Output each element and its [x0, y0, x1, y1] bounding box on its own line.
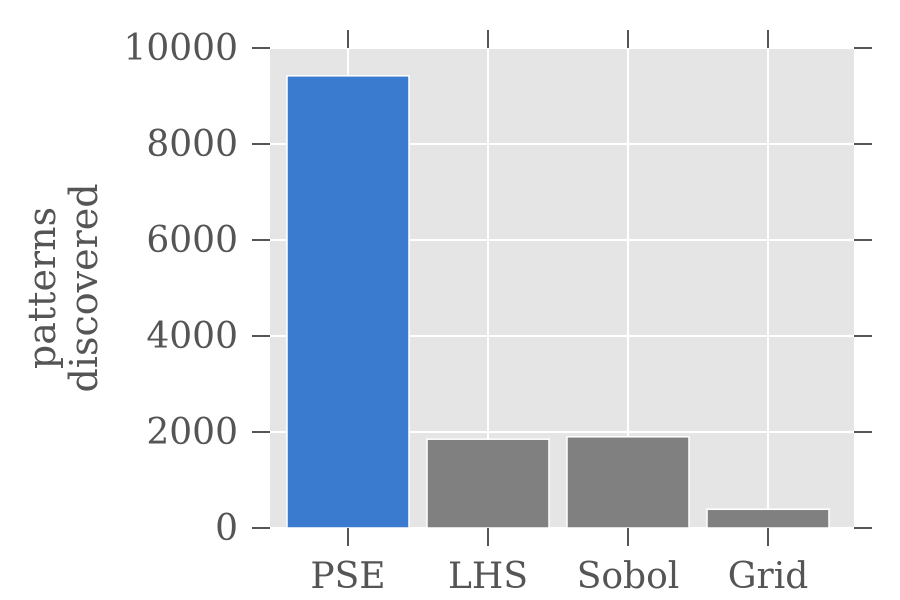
y-tick-label-10000: 10000	[123, 28, 238, 69]
bar-sobol	[566, 436, 690, 529]
y-tick-label-4000: 4000	[146, 316, 238, 357]
y-tick-label-2000: 2000	[146, 412, 238, 453]
bars	[286, 75, 830, 529]
x-tick-label-grid: Grid	[728, 556, 809, 597]
x-tick-label-pse: PSE	[310, 556, 385, 597]
bar-pse	[286, 75, 410, 529]
x-tick-label-sobol: Sobol	[577, 556, 680, 597]
axis-ticks	[252, 30, 872, 546]
bar-grid	[706, 508, 830, 529]
bar-lhs	[426, 438, 550, 529]
y-tick-label-6000: 6000	[146, 220, 238, 261]
y-axis-label-line-2: discovered	[62, 183, 106, 392]
y-tick-label-8000: 8000	[146, 124, 238, 165]
y-tick-label-0: 0	[215, 508, 238, 549]
x-tick-label-lhs: LHS	[448, 556, 528, 597]
y-axis-label-line-1: patterns	[20, 207, 64, 369]
tick-labels: 0 2000 4000 6000 8000 10000 PSE LHS Sobol Grid	[123, 28, 808, 597]
